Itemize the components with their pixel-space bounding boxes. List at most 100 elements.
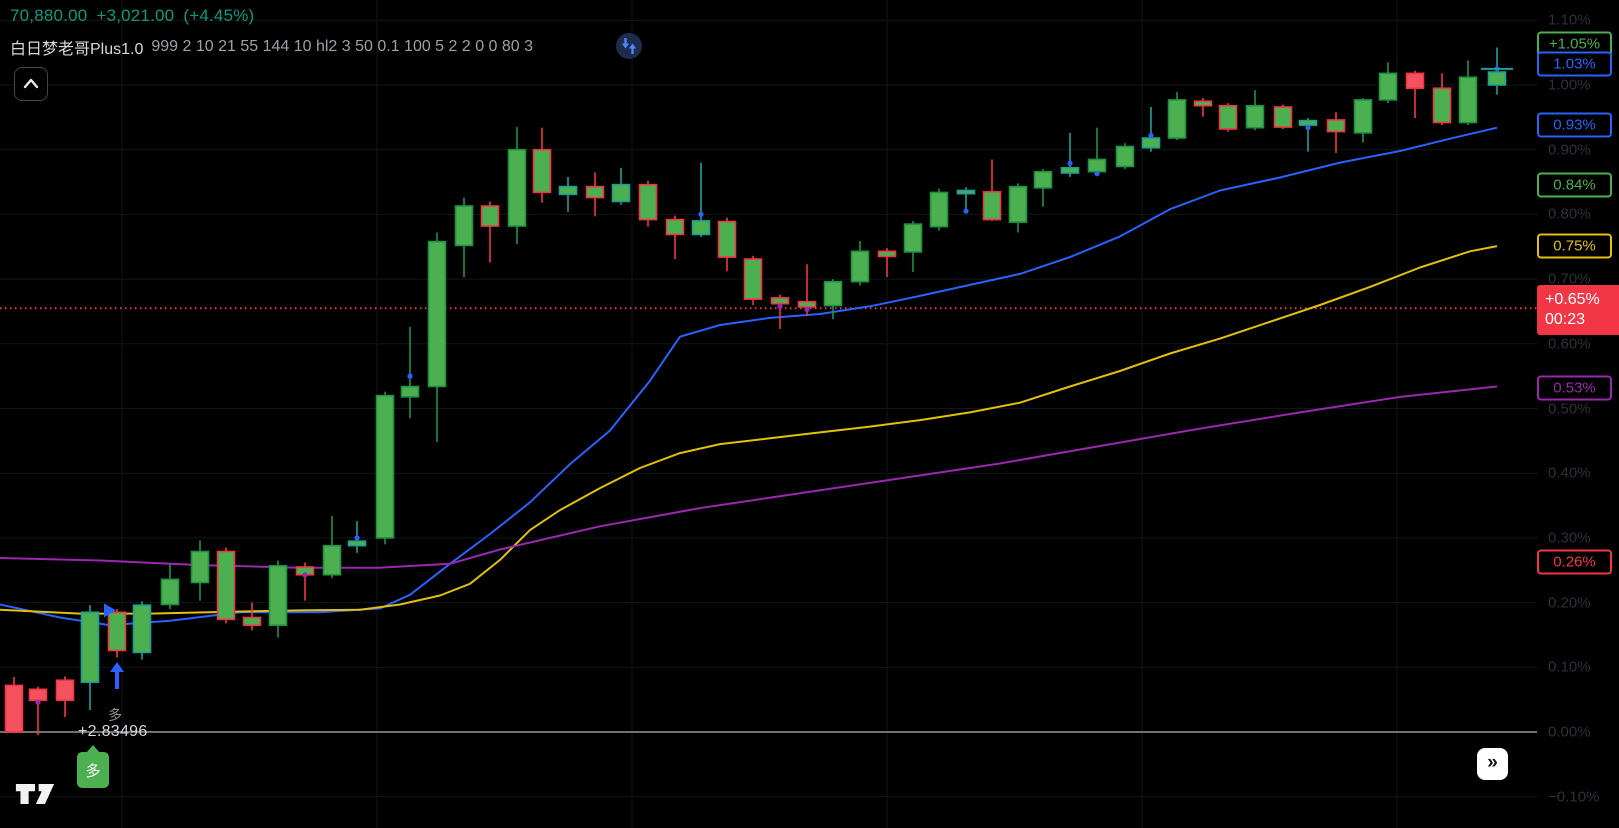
candle-body — [1458, 76, 1478, 124]
signal-dot — [35, 699, 41, 705]
candle-body — [1167, 99, 1187, 139]
tradingview-logo-icon — [15, 784, 55, 804]
long-position-flag-label: 多 — [85, 762, 101, 780]
candle-body — [823, 280, 843, 307]
candle-body — [268, 564, 288, 627]
candle-body — [1273, 106, 1293, 128]
candle-body — [1193, 100, 1213, 107]
current-price-tag: +0.65% 00:23 — [1537, 285, 1619, 336]
ma-slow-purple — [0, 385, 1498, 569]
candle-body — [1008, 185, 1028, 223]
transfer-arrows-button[interactable] — [616, 33, 642, 59]
candle-body — [665, 218, 685, 236]
candle-body — [532, 148, 552, 194]
scroll-right-button[interactable]: » — [1477, 748, 1508, 780]
axis-tick-label: 0.90% — [1548, 141, 1591, 159]
candle-body — [160, 578, 180, 606]
candle-body — [558, 185, 578, 196]
candle-body — [770, 297, 790, 305]
candle-body — [717, 220, 737, 258]
candle-body — [585, 185, 605, 199]
candle-body — [1115, 145, 1135, 168]
price-level-tag: 0.26% — [1537, 549, 1612, 575]
price-level-tag: 0.53% — [1537, 375, 1612, 401]
candle-body — [929, 191, 949, 228]
long-position-flag[interactable]: 多 — [77, 745, 109, 788]
candle-body — [132, 604, 152, 654]
chevron-up-icon — [23, 78, 39, 89]
last-price: 70,880.00 — [10, 6, 88, 25]
candle-body — [80, 611, 100, 683]
candle-body — [691, 220, 711, 236]
symbol-stats: 70,880.00 +3,021.00 (+4.45%) — [10, 6, 533, 26]
axis-tick-label: −0.10% — [1548, 788, 1600, 806]
buy-arrow-icon — [110, 662, 124, 673]
candle-body — [611, 183, 631, 203]
candle-body — [638, 183, 658, 221]
axis-tick-label: 1.00% — [1548, 76, 1591, 94]
candle-body — [55, 679, 75, 702]
candle-body — [1087, 158, 1107, 173]
candle-body — [1432, 87, 1452, 124]
axis-tick-label: 0.70% — [1548, 270, 1591, 288]
signal-dot — [963, 208, 969, 214]
candle-body — [982, 190, 1002, 221]
candle-body — [903, 223, 923, 253]
candle-body — [242, 616, 262, 627]
candle-body — [190, 550, 210, 584]
double-chevron-right-icon: » — [1487, 752, 1498, 773]
signal-dot — [302, 572, 308, 578]
candle-body — [743, 258, 763, 300]
candle-body — [1487, 71, 1507, 86]
axis-tick-label: 0.40% — [1548, 464, 1591, 482]
price-level-tag: 0.75% — [1537, 233, 1612, 259]
signal-dot — [1094, 171, 1100, 177]
entry-triangle-marker — [104, 603, 116, 618]
candle-body — [507, 148, 527, 227]
collapse-panel-button[interactable] — [14, 67, 48, 101]
price-level-tag: 0.84% — [1537, 172, 1612, 198]
indicator-parameters: 999 2 10 21 55 144 10 hl2 3 50 0.1 100 5… — [151, 38, 534, 55]
indicator-title: 白日梦老哥Plus1.0 — [10, 41, 144, 58]
candle-body — [480, 205, 500, 227]
candle-body — [1141, 137, 1161, 149]
axis-tick-label: 0.60% — [1548, 335, 1591, 353]
axis-tick-label: 0.30% — [1548, 529, 1591, 547]
tradingview-logo[interactable] — [15, 783, 55, 810]
candle-body — [427, 240, 447, 388]
candle-body — [1378, 72, 1398, 101]
signal-dot — [354, 535, 360, 541]
price-change-percent: (+4.45%) — [183, 6, 255, 25]
chart-header: 70,880.00 +3,021.00 (+4.45%) 白日梦老哥Plus1.0 … — [10, 6, 533, 59]
candle-body — [1405, 72, 1425, 90]
candle-body — [797, 300, 817, 308]
axis-tick-label: 0.20% — [1548, 594, 1591, 612]
indicator-row: 白日梦老哥Plus1.0 999 2 10 21 55 144 10 hl2 3… — [10, 35, 533, 59]
ma-mid-yellow — [0, 245, 1498, 615]
signal-dot — [777, 303, 783, 309]
candle-body — [375, 394, 395, 539]
candle-body — [347, 540, 367, 547]
axis-tick-label: 0.00% — [1548, 723, 1591, 741]
signal-dot — [804, 306, 810, 313]
candle-body — [1326, 119, 1346, 133]
candle-body — [400, 385, 420, 398]
price-change: +3,021.00 — [96, 6, 175, 25]
candle-body — [4, 684, 24, 733]
candle-body — [1033, 170, 1053, 189]
candle-body — [216, 550, 236, 621]
candle-body — [1245, 104, 1265, 129]
axis-tick-label: 0.10% — [1548, 658, 1591, 676]
signal-dot — [1067, 160, 1073, 166]
signal-dot — [407, 373, 413, 379]
axis-tick-label: 1.10% — [1548, 11, 1591, 29]
candle-body — [1353, 99, 1373, 134]
axis-tick-label: 0.80% — [1548, 205, 1591, 223]
candle-body — [454, 205, 474, 247]
signal-dot — [698, 211, 704, 217]
candle-body — [1218, 104, 1238, 130]
axis-tick-label: 0.50% — [1548, 400, 1591, 417]
candle-body — [28, 688, 48, 702]
